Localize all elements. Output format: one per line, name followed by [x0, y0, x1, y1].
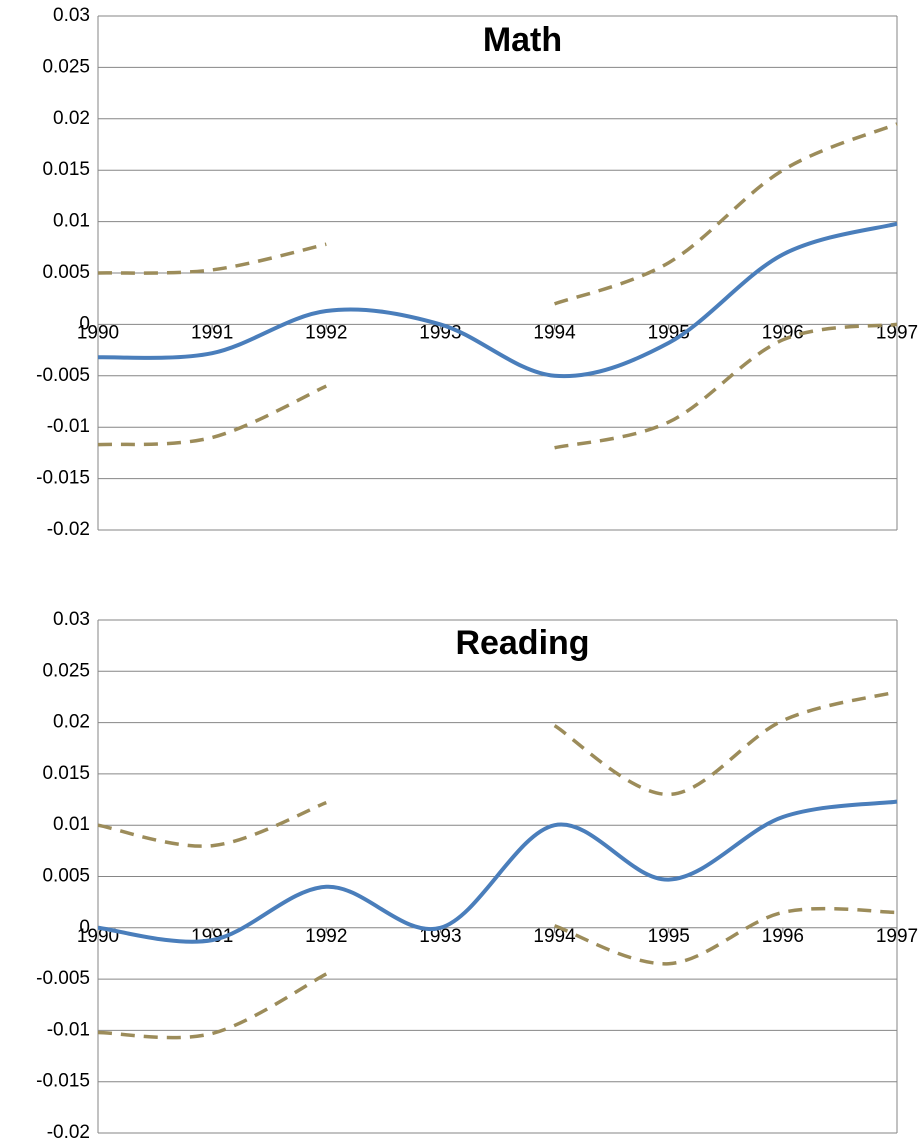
- y-tick-label: 0.01: [53, 814, 90, 835]
- y-tick-label: -0.005: [36, 968, 90, 989]
- y-tick-label: 0: [79, 917, 90, 938]
- chart-title: Reading: [455, 624, 589, 662]
- x-tick-label: 1997: [876, 322, 918, 343]
- y-tick-label: -0.005: [36, 365, 90, 386]
- y-tick-label: 0.015: [42, 159, 90, 180]
- series-line: [97, 221, 898, 379]
- y-tick-label: 0.025: [42, 56, 90, 77]
- series-line: [97, 800, 327, 848]
- y-tick-label: -0.015: [36, 468, 90, 489]
- y-tick-label: -0.01: [47, 416, 90, 437]
- x-tick-label: 1994: [533, 926, 576, 947]
- y-tick-label: 0.005: [42, 262, 90, 283]
- y-tick-label: -0.02: [47, 1122, 90, 1143]
- x-tick-label: 1996: [762, 926, 804, 947]
- y-tick-label: -0.02: [47, 519, 90, 540]
- series-line: [97, 799, 898, 944]
- y-tick-label: 0.02: [53, 712, 90, 733]
- chart-title: Math: [483, 21, 562, 59]
- series-line: [97, 384, 328, 447]
- y-tick-label: 0.015: [42, 763, 90, 784]
- y-tick-label: 0.03: [53, 609, 90, 630]
- y-tick-label: 0.025: [42, 660, 90, 681]
- y-tick-label: 0.005: [42, 866, 90, 887]
- series-line: [553, 122, 898, 306]
- x-tick-label: 1995: [648, 926, 690, 947]
- series-line: [554, 322, 898, 450]
- x-tick-label: 1992: [305, 322, 347, 343]
- x-tick-label: 1990: [77, 322, 119, 343]
- x-tick-label: 1996: [762, 322, 804, 343]
- x-tick-label: 1994: [533, 322, 576, 343]
- y-tick-label: 0.01: [53, 211, 90, 232]
- y-tick-label: 0: [79, 313, 90, 334]
- y-tick-label: -0.015: [36, 1071, 90, 1092]
- y-tick-label: -0.01: [47, 1019, 90, 1040]
- series-line: [553, 906, 898, 966]
- x-tick-label: 1997: [876, 926, 918, 947]
- x-tick-label: 1992: [305, 926, 347, 947]
- series-line: [97, 242, 327, 275]
- series-line: [97, 972, 328, 1040]
- x-tick-label: 1991: [191, 322, 233, 343]
- series-line: [553, 690, 898, 797]
- y-tick-label: 0.02: [53, 108, 90, 129]
- y-tick-label: 0.03: [53, 5, 90, 26]
